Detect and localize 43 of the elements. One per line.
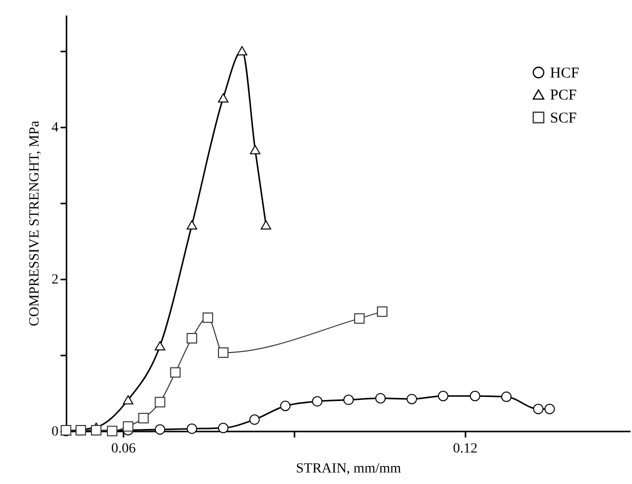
point bbox=[202, 312, 214, 323]
point bbox=[122, 395, 134, 404]
point bbox=[106, 426, 118, 436]
point bbox=[138, 412, 149, 424]
point bbox=[249, 414, 260, 425]
point bbox=[260, 220, 272, 230]
point bbox=[544, 404, 555, 414]
point bbox=[218, 93, 228, 103]
legend-label: SCF bbox=[550, 110, 577, 126]
point bbox=[218, 347, 228, 358]
point bbox=[186, 332, 198, 344]
x-axis-title: STRAIN, mm/mm bbox=[296, 462, 402, 476]
x-tick-label: 0.12 bbox=[453, 442, 478, 456]
point bbox=[76, 424, 86, 436]
y-tick-label: 0 bbox=[52, 424, 58, 440]
legend-label: HCF bbox=[550, 66, 580, 82]
point bbox=[236, 46, 248, 56]
y-tick-label: 4 bbox=[52, 120, 58, 136]
point bbox=[280, 400, 291, 412]
point bbox=[186, 423, 198, 434]
point bbox=[218, 422, 228, 434]
y-tick-label: 2 bbox=[52, 272, 58, 288]
point bbox=[376, 306, 388, 317]
point bbox=[250, 145, 260, 154]
point bbox=[122, 421, 134, 432]
point bbox=[354, 313, 365, 324]
point bbox=[312, 396, 322, 407]
point bbox=[154, 424, 166, 435]
point bbox=[533, 404, 544, 414]
point bbox=[154, 341, 166, 350]
point bbox=[375, 393, 386, 404]
point bbox=[406, 394, 418, 404]
point bbox=[438, 390, 448, 402]
y-axis-title: COMPRESSIVE STRENGHT, MPa bbox=[28, 120, 42, 326]
point bbox=[501, 392, 512, 402]
point bbox=[186, 220, 198, 230]
point bbox=[343, 394, 354, 406]
point bbox=[90, 424, 102, 436]
point bbox=[154, 396, 166, 408]
legend-label: PCF bbox=[550, 88, 577, 104]
point bbox=[470, 390, 480, 402]
point bbox=[170, 367, 181, 378]
x-tick-label: 0.06 bbox=[111, 442, 136, 456]
